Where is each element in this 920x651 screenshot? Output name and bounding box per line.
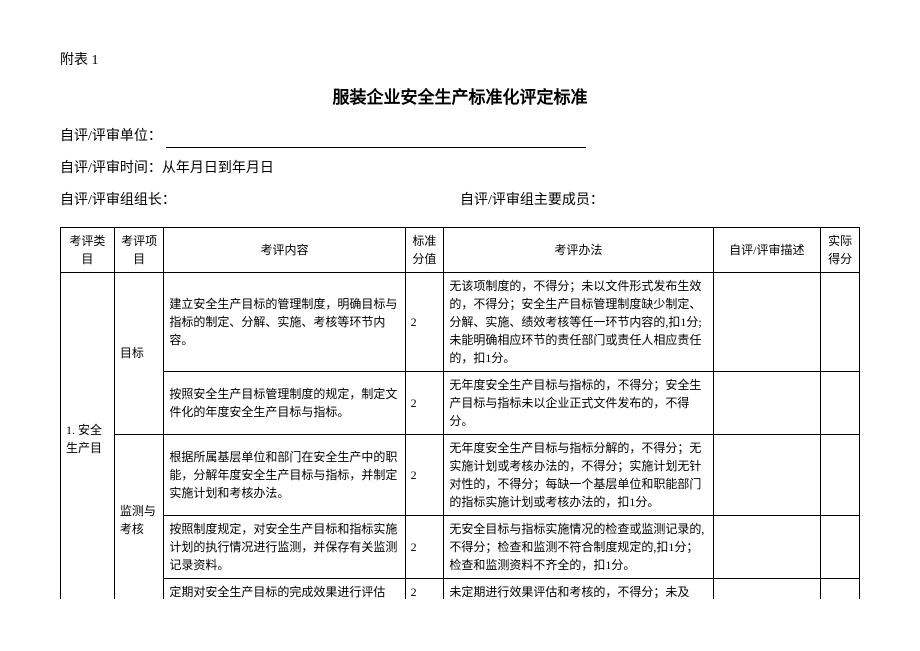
cell-score: 2: [405, 578, 444, 599]
unit-line: 自评/评审单位：: [60, 126, 860, 148]
table-row: 定期对安全生产目标的完成效果进行评估 2 未定期进行效果评估和考核的，不得分；未…: [61, 578, 860, 599]
unit-blank: [166, 134, 586, 148]
col-method: 考评办法: [444, 227, 713, 272]
col-item: 考评项目: [114, 227, 164, 272]
cell-method: 无该项制度的，不得分；未以文件形式发布生效的，不得分；安全生产目标管理制度缺少制…: [444, 272, 713, 371]
cell-content: 建立安全生产目标的管理制度，明确目标与指标的制定、分解、实施、考核等环节内容。: [164, 272, 405, 371]
members-label: 自评/评审组主要成员：: [460, 190, 860, 212]
table-row: 1. 安全生产目 目标 建立安全生产目标的管理制度，明确目标与指标的制定、分解、…: [61, 272, 860, 371]
appendix-label: 附表 1: [60, 50, 860, 72]
cell-actual: [821, 434, 860, 515]
col-desc: 自评/评审描述: [713, 227, 821, 272]
cell-content: 根据所属基层单位和部门在安全生产中的职能，分解年度安全生产目标与指标，并制定实施…: [164, 434, 405, 515]
cell-method: 无安全目标与指标实施情况的检查或监测记录的,不得分；检查和监测不符合制度规定的,…: [444, 515, 713, 578]
cell-actual: [821, 515, 860, 578]
col-score: 标准分值: [405, 227, 444, 272]
unit-label: 自评/评审单位：: [60, 126, 162, 148]
cell-content: 按照安全生产目标管理制度的规定，制定文件化的年度安全生产目标与指标。: [164, 371, 405, 434]
time-label: 自评/评审时间：从年月日到年月日: [60, 158, 274, 180]
cell-method: 无年度安全生产目标与指标分解的，不得分；无实施计划或考核办法的，不得分；实施计划…: [444, 434, 713, 515]
cell-score: 2: [405, 371, 444, 434]
cell-desc: [713, 578, 821, 599]
leader-label: 自评/评审组组长：: [60, 190, 460, 212]
cell-actual: [821, 578, 860, 599]
time-line: 自评/评审时间：从年月日到年月日: [60, 158, 860, 180]
table-row: 按照制度规定，对安全生产目标和指标实施计划的执行情况进行监测，并保存有关监测记录…: [61, 515, 860, 578]
table-row: 按照安全生产目标管理制度的规定，制定文件化的年度安全生产目标与指标。 2 无年度…: [61, 371, 860, 434]
col-actual: 实际得分: [821, 227, 860, 272]
cell-desc: [713, 515, 821, 578]
cell-desc: [713, 272, 821, 371]
table-header-row: 考评类目 考评项目 考评内容 标准分值 考评办法 自评/评审描述 实际得分: [61, 227, 860, 272]
cell-method: 无年度安全生产目标与指标的，不得分；安全生产目标与指标未以企业正式文件发布的，不…: [444, 371, 713, 434]
cell-category: 1. 安全生产目: [61, 272, 115, 599]
cell-score: 2: [405, 515, 444, 578]
cell-method: 未定期进行效果评估和考核的，不得分；未及: [444, 578, 713, 599]
cell-item: 监测与考核: [114, 434, 164, 599]
cell-score: 2: [405, 434, 444, 515]
table-row: 监测与考核 根据所属基层单位和部门在安全生产中的职能，分解年度安全生产目标与指标…: [61, 434, 860, 515]
cell-content: 按照制度规定，对安全生产目标和指标实施计划的执行情况进行监测，并保存有关监测记录…: [164, 515, 405, 578]
cell-score: 2: [405, 272, 444, 371]
evaluation-table: 考评类目 考评项目 考评内容 标准分值 考评办法 自评/评审描述 实际得分 1.…: [60, 227, 860, 599]
cell-desc: [713, 371, 821, 434]
cell-actual: [821, 272, 860, 371]
leader-members-line: 自评/评审组组长： 自评/评审组主要成员：: [60, 190, 860, 212]
cell-content: 定期对安全生产目标的完成效果进行评估: [164, 578, 405, 599]
page-title: 服装企业安全生产标准化评定标准: [60, 84, 860, 111]
cell-item: 目标: [114, 272, 164, 434]
col-category: 考评类目: [61, 227, 115, 272]
cell-desc: [713, 434, 821, 515]
col-content: 考评内容: [164, 227, 405, 272]
cell-actual: [821, 371, 860, 434]
